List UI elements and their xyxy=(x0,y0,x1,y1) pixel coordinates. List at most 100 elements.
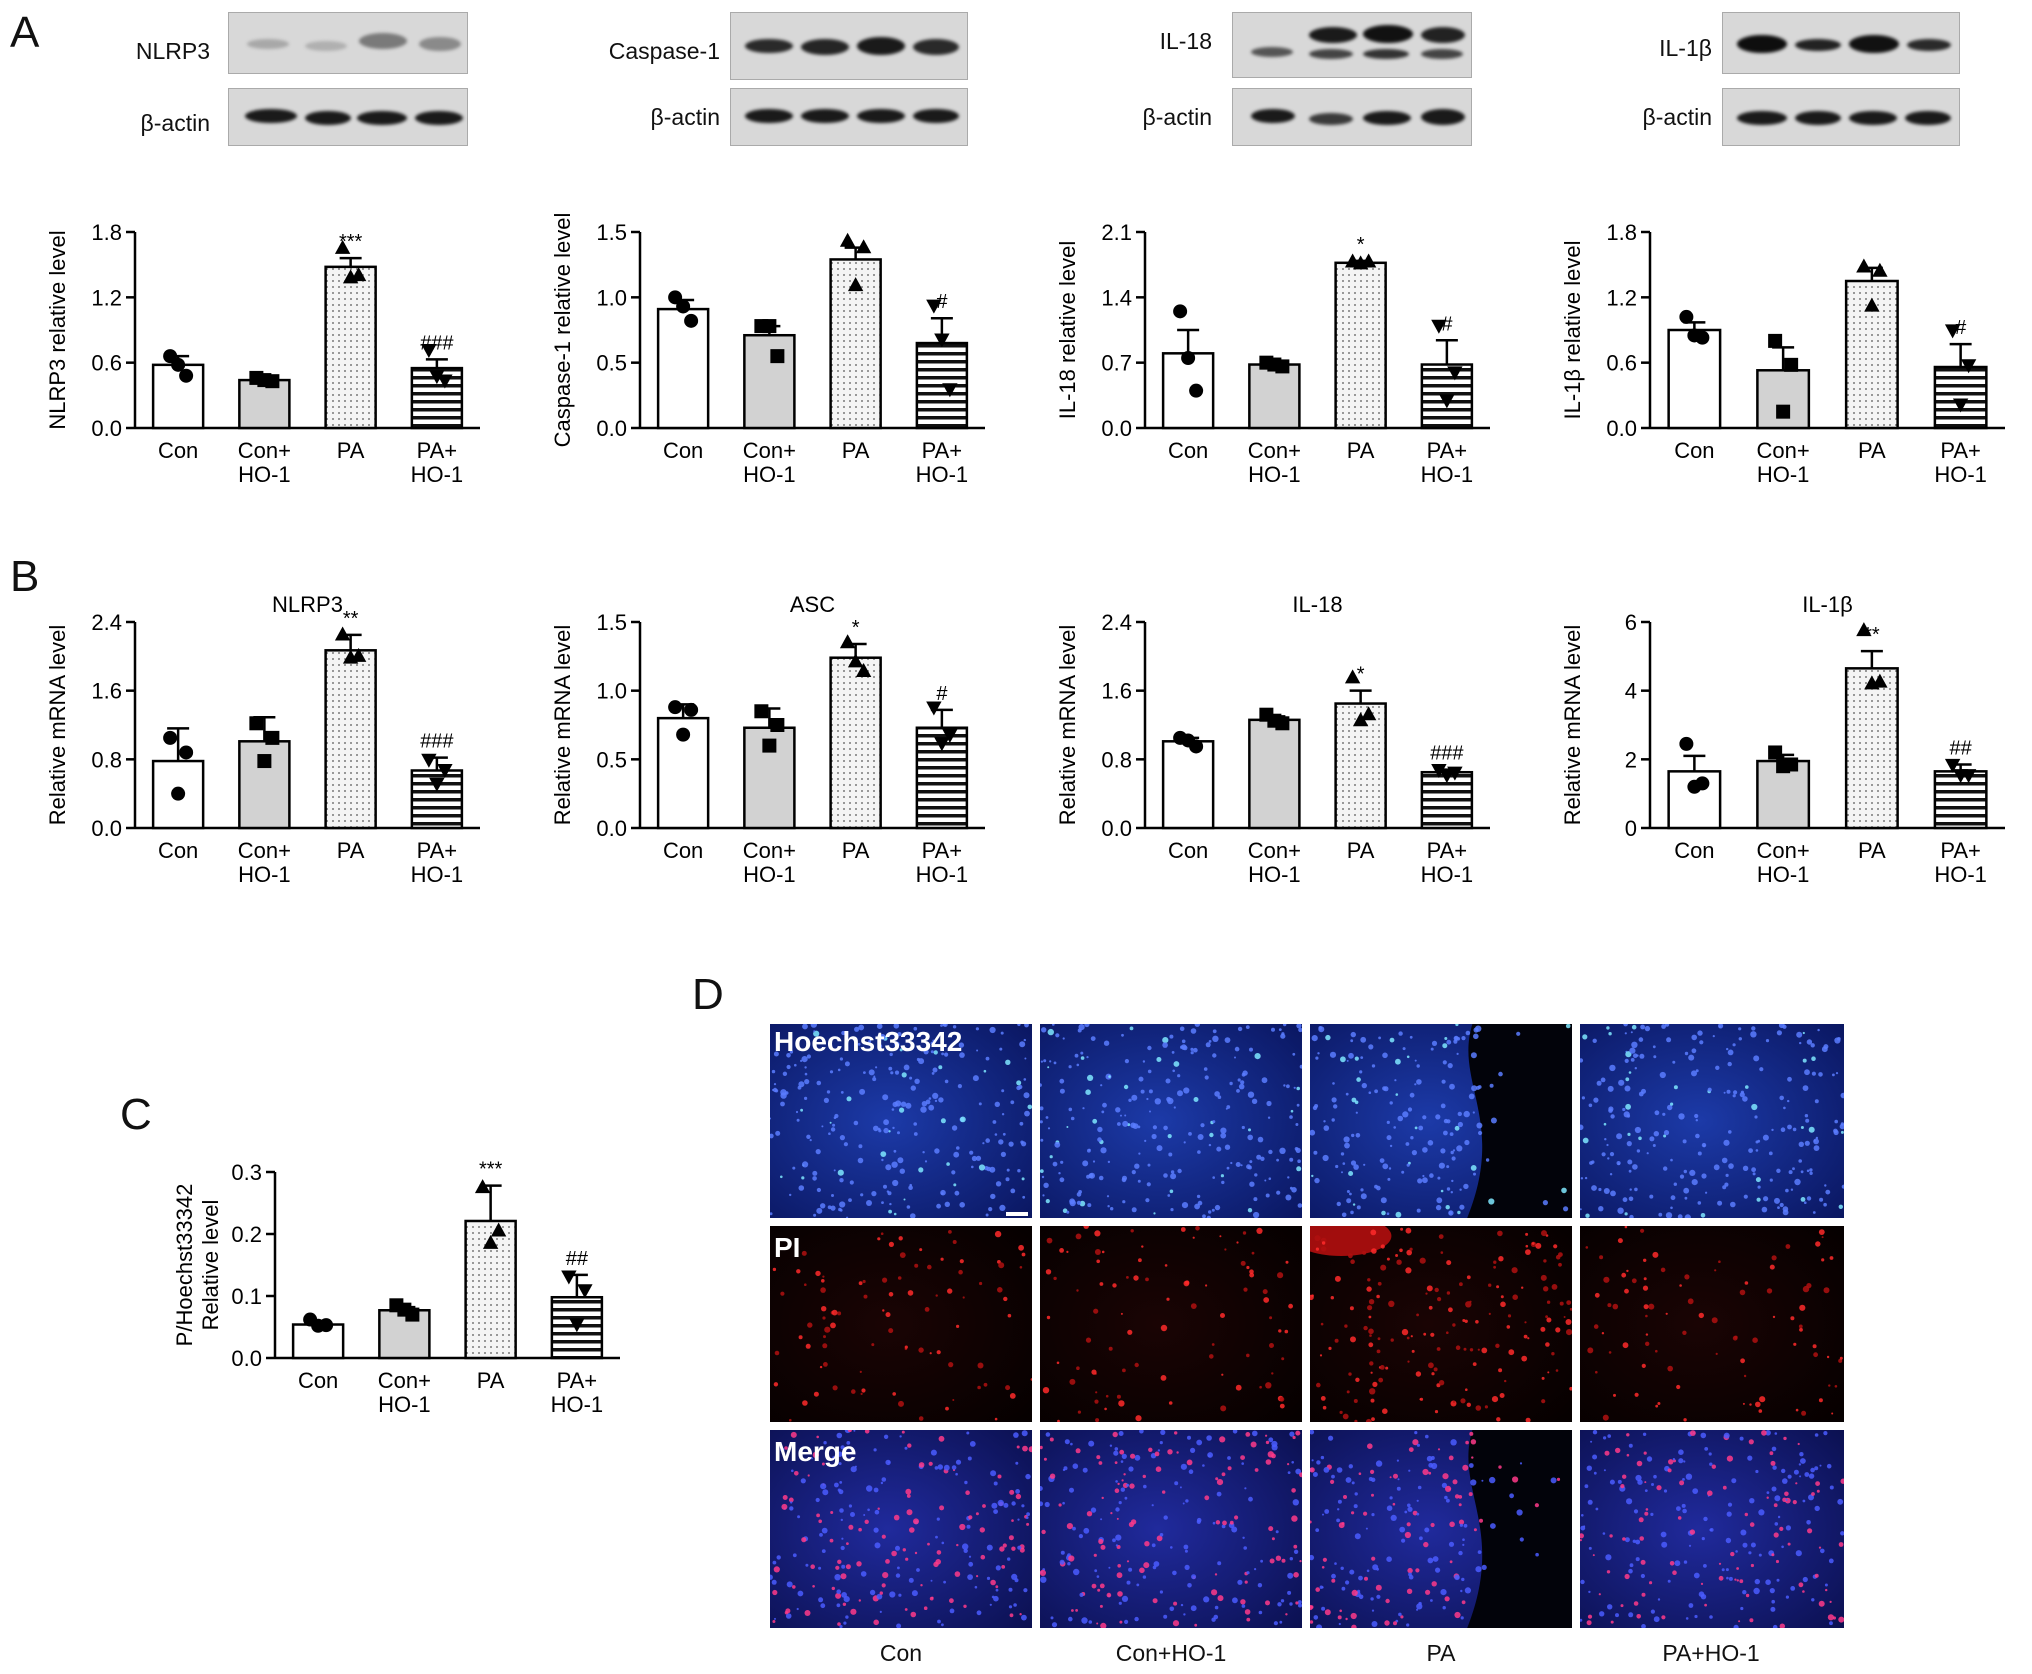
chart-svg: 0.0 0.8 1.6 2.4 Relative mRNA level IL-18 Con C… xyxy=(1055,592,1490,887)
blot-image-caspase1 xyxy=(730,12,968,80)
x-tick-label: PA xyxy=(842,838,870,863)
data-points xyxy=(1944,758,1977,784)
micrograph xyxy=(1580,1024,1844,1218)
bar xyxy=(743,333,796,430)
data-points xyxy=(1431,319,1463,409)
x-tick-label: PA+ xyxy=(922,438,963,463)
blot-control-label: β-actin xyxy=(1642,104,1712,130)
data-points xyxy=(1679,736,1710,794)
micrograph-background xyxy=(1040,1024,1302,1218)
chart-svg: 0.0 0.1 0.2 0.3 P/Hoechst33342 Relative level… xyxy=(172,1159,620,1417)
data-points xyxy=(1431,764,1463,784)
x-tick-label: Con+ xyxy=(743,838,796,863)
micrograph-column-label: PA xyxy=(1426,1640,1456,1666)
blot-label: Caspase-1 xyxy=(608,38,720,64)
y-tick-label: 0.2 xyxy=(231,1222,262,1247)
data-point-triangle-down xyxy=(1439,769,1455,784)
data-point-square xyxy=(762,738,777,753)
data-point-triangle-down xyxy=(926,701,942,716)
data-point-triangle-down xyxy=(942,383,958,398)
cell-nuclei xyxy=(1042,1226,1293,1422)
x-tick-label: Con xyxy=(158,438,198,463)
data-points xyxy=(1768,333,1799,419)
micrograph-background xyxy=(1040,1226,1302,1422)
micrograph-image xyxy=(770,1024,1032,1218)
data-point-circle xyxy=(1679,309,1694,324)
data-point-triangle-up xyxy=(1856,258,1872,273)
data-point-square xyxy=(1768,333,1783,348)
x-tick-label: HO-1 xyxy=(411,862,464,887)
chart-a2: 0.0 0.5 1.0 1.5 Caspase-1 relative level Con C… xyxy=(505,200,1005,540)
y-tick-label: 0.0 xyxy=(91,416,122,441)
data-point-circle xyxy=(684,702,699,717)
y-tick-label: 0.0 xyxy=(91,816,122,841)
x-tick-label: HO-1 xyxy=(1421,462,1474,487)
x-tick-label: Con xyxy=(1674,438,1714,463)
y-tick-label: 0.6 xyxy=(1606,351,1637,376)
y-axis-label: Relative mRNA level xyxy=(550,625,575,826)
cell-nuclei xyxy=(772,1230,1032,1422)
bar xyxy=(238,378,291,430)
data-point-triangle-down xyxy=(934,737,950,752)
data-points xyxy=(561,1270,593,1333)
y-tick-label: 2.4 xyxy=(91,610,122,635)
data-point-triangle-up xyxy=(839,232,856,247)
micrograph xyxy=(770,1430,1032,1628)
data-point-circle xyxy=(163,730,178,745)
chart-svg: 0.0 0.8 1.6 2.4 Relative mRNA level NLRP3 Con C… xyxy=(45,592,480,887)
cell-nuclei xyxy=(1310,1227,1572,1422)
data-points xyxy=(754,704,785,753)
scale-bar xyxy=(1006,1212,1028,1216)
data-point-circle xyxy=(179,745,194,760)
y-tick-label: 0.8 xyxy=(91,747,122,772)
x-tick-label: Con+ xyxy=(1248,838,1301,863)
data-point-circle xyxy=(1687,779,1702,794)
chart-svg: 0.0 0.5 1.0 1.5 Relative mRNA level ASC Con Con… xyxy=(550,592,985,887)
data-point-square xyxy=(770,718,785,732)
x-tick-label: PA+ xyxy=(1940,438,1981,463)
bar xyxy=(324,265,377,430)
blot-image-actin xyxy=(228,88,468,146)
data-point-triangle-up xyxy=(482,1234,499,1249)
cell-nuclei xyxy=(1310,1430,1561,1628)
data-points xyxy=(334,626,367,664)
micrograph-row-label: PI xyxy=(774,1232,801,1263)
bar xyxy=(1667,328,1722,430)
cell-nuclei xyxy=(1585,1226,1843,1422)
micrograph-image xyxy=(1580,1024,1844,1218)
x-tick-label: Con+ xyxy=(743,438,796,463)
micrograph-image xyxy=(1310,1226,1572,1422)
data-points xyxy=(1173,730,1204,754)
bar xyxy=(1420,363,1474,430)
y-tick-label: 0.0 xyxy=(596,816,627,841)
data-points xyxy=(421,344,453,389)
data-point-triangle-up xyxy=(342,649,359,664)
micrograph xyxy=(1580,1430,1844,1628)
x-tick-label: PA+ xyxy=(1427,838,1468,863)
bar xyxy=(1844,667,1899,830)
x-tick-label: PA+ xyxy=(1427,438,1468,463)
data-point-triangle-down xyxy=(1431,319,1447,334)
x-tick-label: PA+ xyxy=(1940,838,1981,863)
blot-image-il18 xyxy=(1232,12,1472,78)
y-tick-label: 1.5 xyxy=(596,220,627,245)
chart-a3: 0.0 0.7 1.4 2.1 IL-18 relative level Con Con+ H… xyxy=(1010,200,1510,540)
chart-title: IL-1β xyxy=(1802,592,1853,617)
x-tick-label: PA xyxy=(1347,438,1375,463)
data-point-circle xyxy=(668,700,683,715)
y-tick-label: 1.8 xyxy=(91,220,122,245)
chart-a4: 0.0 0.6 1.2 1.8 IL-1β relative level Con Con+ H… xyxy=(1515,200,2025,540)
micrograph-background xyxy=(1310,1226,1572,1422)
data-point-triangle-up xyxy=(334,239,351,254)
y-tick-label: 0.0 xyxy=(596,416,627,441)
x-tick-label: PA xyxy=(842,438,870,463)
x-tick-label: HO-1 xyxy=(551,1392,604,1417)
y-tick-label: 0 xyxy=(1625,816,1637,841)
bar xyxy=(1248,718,1301,830)
micrograph-image xyxy=(770,1226,1032,1422)
data-points xyxy=(1344,253,1377,270)
data-point-triangle-up xyxy=(490,1222,507,1237)
cell-free-region xyxy=(1467,1024,1572,1218)
